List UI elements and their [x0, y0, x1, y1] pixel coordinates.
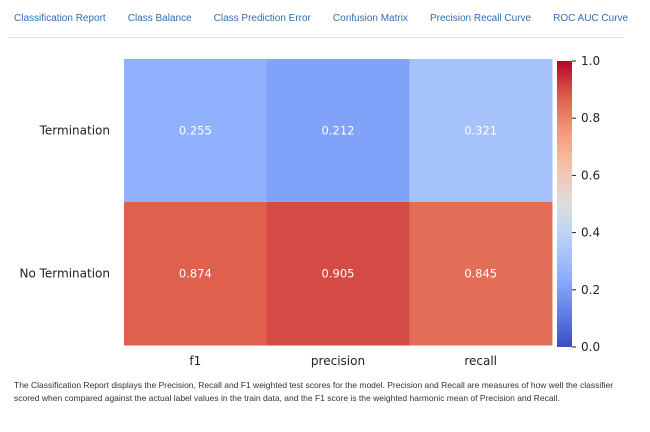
colorbar — [557, 61, 572, 347]
tab-class-prediction-error[interactable]: Class Prediction Error — [213, 13, 311, 24]
y-tick-label: No Termination — [20, 267, 111, 281]
cell-value-label: 0.212 — [322, 124, 355, 138]
tab-confusion-matrix[interactable]: Confusion Matrix — [332, 13, 408, 24]
colorbar-tick-label: 0.0 — [581, 340, 600, 354]
tab-classification-report[interactable]: Classification Report — [14, 13, 106, 24]
colorbar-tick-label: 0.4 — [581, 226, 600, 240]
chart-caption: The Classification Report displays the P… — [14, 380, 614, 403]
heatmap-cell — [266, 202, 410, 346]
tab-roc-auc-curve[interactable]: ROC AUC Curve — [553, 13, 629, 24]
colorbar-tick-label: 0.2 — [581, 283, 600, 297]
cell-value-label: 0.321 — [464, 124, 497, 138]
tab-class-balance[interactable]: Class Balance — [127, 13, 192, 24]
heatmap-cell — [409, 59, 553, 203]
x-tick-label: precision — [311, 354, 365, 368]
colorbar-tick-label: 0.6 — [581, 168, 600, 182]
cell-value-label: 0.874 — [179, 267, 212, 281]
heatmap-cell — [124, 59, 268, 203]
x-tick-label: f1 — [189, 354, 201, 368]
cell-value-label: 0.845 — [464, 267, 497, 281]
cell-value-label: 0.905 — [322, 267, 355, 281]
report-tabs: Classification Report Class Balance Clas… — [8, 0, 628, 38]
x-tick-label: recall — [464, 354, 497, 368]
tab-precision-recall-curve[interactable]: Precision Recall Curve — [429, 13, 532, 24]
colorbar-tick-label: 0.8 — [581, 111, 600, 125]
heatmap-cell — [124, 202, 268, 346]
classification-report-heatmap: 0.255 0.212 0.321 0.874 0.905 0.845 Terminatio… — [20, 54, 601, 368]
y-tick-label: Termination — [39, 124, 110, 138]
colorbar-tick-label: 1.0 — [581, 54, 600, 68]
heatmap-cell — [266, 59, 410, 203]
cell-value-label: 0.255 — [179, 124, 212, 138]
heatmap-cell — [409, 202, 553, 346]
